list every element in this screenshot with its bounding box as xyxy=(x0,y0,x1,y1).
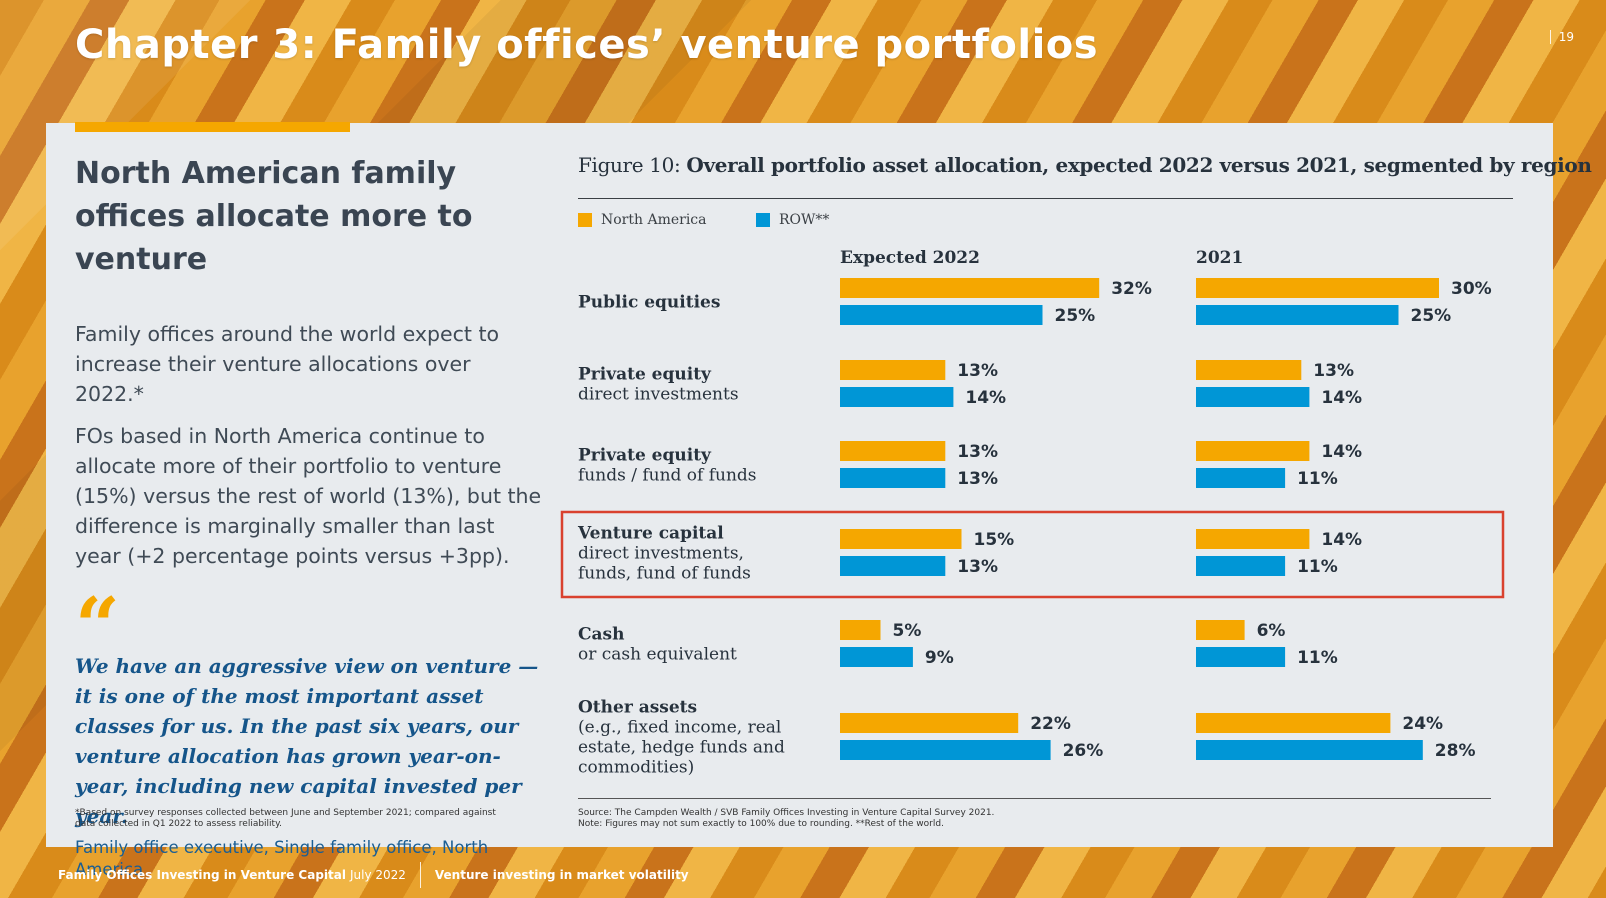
value-label-row-1-4: 11% xyxy=(1297,648,1338,668)
legend-item-row: ROW** xyxy=(756,212,829,228)
page-number: 19 xyxy=(1549,30,1574,44)
bar-north-america-1-3 xyxy=(1196,529,1310,549)
value-label-north-america-1-0: 30% xyxy=(1451,279,1492,299)
value-label-north-america-1-4: 6% xyxy=(1257,621,1286,641)
legend-swatch-row xyxy=(756,213,770,227)
bar-row-1-5 xyxy=(1196,740,1423,760)
value-label-row-1-3: 11% xyxy=(1297,557,1338,577)
category-label-5-0: Other assets xyxy=(578,698,697,718)
value-label-row-0-4: 9% xyxy=(925,648,954,668)
value-label-row-0-5: 26% xyxy=(1063,741,1104,761)
bar-north-america-0-0 xyxy=(840,278,1100,298)
highlight-box xyxy=(560,510,1505,599)
survey-footnote: *Based on survey responses collected bet… xyxy=(75,808,496,829)
category-label-1-1: direct investments xyxy=(578,385,739,405)
footer-publication: Family Offices Investing in Venture Capi… xyxy=(58,868,346,882)
bar-row-1-3 xyxy=(1196,556,1286,576)
value-label-north-america-0-2: 13% xyxy=(957,442,998,462)
category-label-5-1: (e.g., fixed income, real xyxy=(578,718,781,738)
bar-north-america-0-2 xyxy=(840,441,946,461)
bar-north-america-0-3 xyxy=(840,529,962,549)
left-column: North American family offices allocate m… xyxy=(75,152,545,881)
bar-row-0-1 xyxy=(840,387,954,407)
legend-swatch-north-america xyxy=(578,213,592,227)
legend-label-north-america: North America xyxy=(601,212,707,228)
value-label-row-1-1: 14% xyxy=(1321,388,1362,408)
value-label-north-america-0-5: 22% xyxy=(1030,714,1071,734)
figure-rule xyxy=(578,198,1513,199)
bar-row-0-5 xyxy=(840,740,1051,760)
detail-paragraph: FOs based in North America continue to a… xyxy=(75,424,542,568)
category-label-2-1: funds / fund of funds xyxy=(578,466,757,486)
intro-paragraph: Family offices around the world expect t… xyxy=(75,322,500,406)
category-label-4-1: or cash equivalent xyxy=(578,645,737,665)
category-label-3-1: direct investments, xyxy=(578,544,744,564)
bar-row-1-0 xyxy=(1196,305,1399,325)
section-headline: North American family offices allocate m… xyxy=(75,156,473,277)
value-label-row-0-1: 14% xyxy=(965,388,1006,408)
bar-north-america-0-5 xyxy=(840,713,1019,733)
value-label-row-1-0: 25% xyxy=(1411,306,1452,326)
panel-header-0: Expected 2022 xyxy=(840,248,980,268)
category-label-3-2: funds, fund of funds xyxy=(578,564,751,584)
bar-row-0-3 xyxy=(840,556,946,576)
category-label-1-0: Private equity xyxy=(578,365,712,385)
source-rule xyxy=(578,798,1491,799)
footer-date: July 2022 xyxy=(349,868,406,882)
value-label-row-1-2: 11% xyxy=(1297,469,1338,489)
value-label-north-america-0-0: 32% xyxy=(1111,279,1152,299)
category-label-5-3: commodities) xyxy=(578,758,694,778)
value-label-row-1-5: 28% xyxy=(1435,741,1476,761)
bar-north-america-1-4 xyxy=(1196,620,1245,640)
page-footer: Family Offices Investing in Venture Capi… xyxy=(58,862,689,888)
page-title: Chapter 3: Family offices’ venture portf… xyxy=(75,22,1099,68)
category-label-4-0: Cash xyxy=(578,625,624,645)
bar-row-1-1 xyxy=(1196,387,1310,407)
value-label-north-america-0-1: 13% xyxy=(957,361,998,381)
bar-north-america-1-1 xyxy=(1196,360,1302,380)
accent-bar xyxy=(75,122,350,132)
bar-north-america-0-1 xyxy=(840,360,946,380)
footer-section: Venture investing in market volatility xyxy=(434,868,689,882)
value-label-north-america-1-1: 13% xyxy=(1313,361,1354,381)
source-line: Source: The Campden Wealth / SVB Family … xyxy=(578,808,995,818)
note-line: Note: Figures may not sum exactly to 100… xyxy=(578,819,944,829)
value-label-north-america-1-2: 14% xyxy=(1321,442,1362,462)
footer-separator xyxy=(419,862,421,888)
figure-label: Figure 10: xyxy=(578,153,681,177)
bar-row-1-4 xyxy=(1196,647,1286,667)
value-label-row-0-2: 13% xyxy=(957,469,998,489)
bar-row-0-4 xyxy=(840,647,913,667)
figure-title: Figure 10: Overall portfolio asset alloc… xyxy=(578,153,1592,177)
category-label-3-0: Venture capital xyxy=(577,524,724,544)
figure-title-text: Overall portfolio asset allocation, expe… xyxy=(686,153,1592,177)
bar-north-america-1-0 xyxy=(1196,278,1439,298)
category-label-2-0: Private equity xyxy=(578,446,712,466)
chart-source: Source: The Campden Wealth / SVB Family … xyxy=(578,808,1458,830)
bar-north-america-1-5 xyxy=(1196,713,1391,733)
bar-row-1-2 xyxy=(1196,468,1286,488)
bar-row-0-0 xyxy=(840,305,1043,325)
value-label-row-0-0: 25% xyxy=(1055,306,1096,326)
value-label-north-america-0-3: 15% xyxy=(974,530,1015,550)
pull-quote: We have an aggressive view on venture — … xyxy=(75,654,539,828)
quote-attribution: Family office executive, Single family o… xyxy=(75,838,489,879)
bar-row-0-2 xyxy=(840,468,946,488)
value-label-north-america-1-5: 24% xyxy=(1402,714,1443,734)
bar-north-america-0-4 xyxy=(840,620,881,640)
value-label-row-0-3: 13% xyxy=(957,557,998,577)
legend-label-row: ROW** xyxy=(779,212,830,228)
panel-header-1: 2021 xyxy=(1196,248,1243,268)
category-label-0-0: Public equities xyxy=(578,293,720,313)
value-label-north-america-0-4: 5% xyxy=(893,621,922,641)
value-label-north-america-1-3: 14% xyxy=(1321,530,1362,550)
legend-item-north-america: North America xyxy=(578,212,707,228)
category-label-5-2: estate, hedge funds and xyxy=(578,738,785,758)
bar-north-america-1-2 xyxy=(1196,441,1310,461)
